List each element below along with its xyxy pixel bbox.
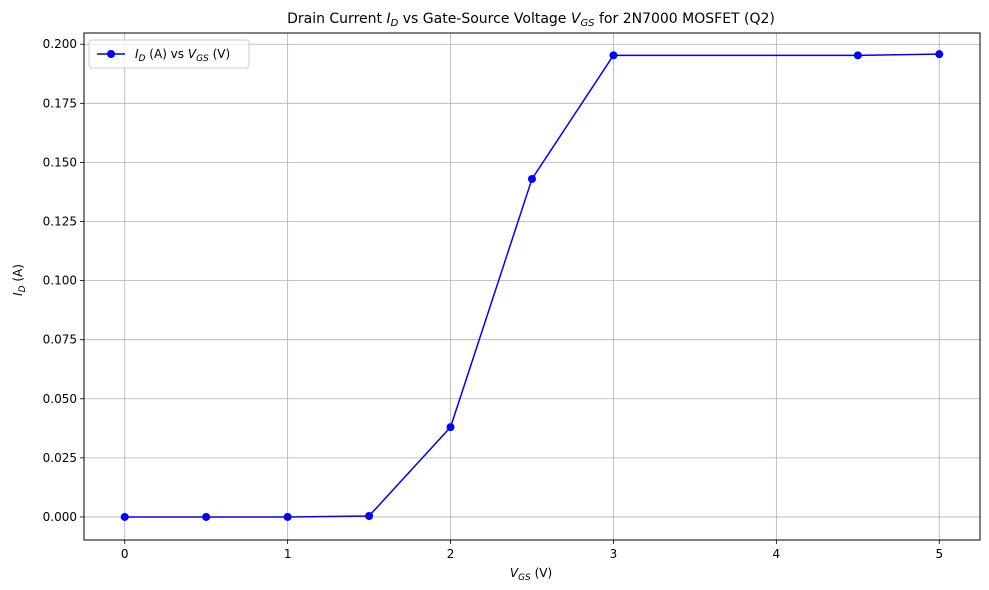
y-tick-label: 0.150: [43, 155, 77, 169]
y-axis-label-sub: D: [18, 285, 28, 292]
ticks: 0 1 2 3 4 5 0.000 0.025 0.050 0.075 0.100 0.125 0.15…: [43, 37, 943, 561]
plot-frame: [83, 32, 981, 541]
x-axis-label: VGS (V): [510, 566, 552, 583]
x-tick-label: 1: [284, 547, 292, 561]
legend-end: (V): [209, 47, 230, 61]
y-tick-label: 0.075: [43, 333, 77, 347]
legend-sub2: GS: [196, 54, 209, 64]
y-tick-label: 0.175: [43, 96, 77, 110]
title-var2: V: [571, 11, 582, 27]
legend-box: [88, 39, 250, 69]
legend-mid: (A) vs: [145, 47, 187, 61]
y-tick-label: 0.025: [43, 451, 77, 465]
x-tick-label: 4: [773, 547, 781, 561]
title-suffix: for 2N7000 MOSFET (Q2): [595, 11, 775, 27]
title-middle: vs Gate-Source Voltage: [398, 11, 571, 27]
data-point: [853, 51, 862, 60]
data-point: [283, 512, 292, 521]
y-tick-label: 0.125: [43, 215, 77, 229]
y-tick-label: 0.050: [43, 392, 77, 406]
x-tick-label: 2: [447, 547, 455, 561]
data-point: [446, 423, 455, 432]
title-var1-sub: D: [391, 18, 399, 29]
x-axis-label-sub: GS: [518, 573, 531, 583]
y-tick-label: 0.200: [43, 37, 77, 51]
legend-sub1: D: [139, 54, 146, 64]
legend-marker: [107, 50, 115, 58]
y-tick-label: 0.000: [43, 510, 77, 524]
y-tick-label: 0.100: [43, 274, 77, 288]
y-axis-label-unit: (A): [11, 264, 25, 285]
chart-title: Drain Current ID vs Gate-Source Voltage …: [287, 11, 775, 29]
data-point: [202, 512, 211, 521]
title-prefix: Drain Current: [287, 11, 386, 27]
title-var2-sub: GS: [580, 18, 595, 29]
legend-var2: V: [188, 47, 197, 61]
x-axis-label-var: V: [510, 566, 519, 580]
x-tick-label: 0: [121, 547, 129, 561]
x-tick-label: 3: [610, 547, 618, 561]
data-point: [609, 51, 618, 60]
data-point: [120, 512, 129, 521]
data-point: [528, 174, 536, 183]
data-point: [935, 50, 944, 59]
plot-area: [84, 33, 980, 540]
legend-entry: ID (A) vs VGS (V): [135, 47, 230, 64]
data-point: [365, 512, 374, 521]
legend-var1: I: [135, 47, 139, 61]
title-var1: I: [386, 11, 390, 27]
y-axis-label-var: I: [11, 292, 25, 296]
grid: [84, 33, 980, 540]
legend: ID (A) vs VGS (V): [88, 39, 250, 69]
x-axis-label-unit: (V): [531, 566, 552, 580]
series-layer: [120, 50, 944, 521]
x-tick-label: 5: [935, 547, 943, 561]
y-axis-label: ID (A): [11, 264, 28, 296]
